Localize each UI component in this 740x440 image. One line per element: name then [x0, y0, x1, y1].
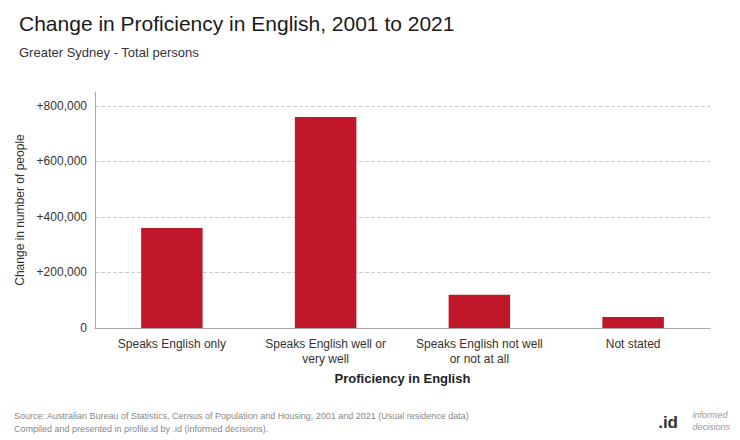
- svg-text:+200,000: +200,000: [37, 265, 88, 279]
- svg-text:Greater Sydney - Total persons: Greater Sydney - Total persons: [19, 45, 199, 60]
- svg-text:0: 0: [80, 321, 87, 335]
- svg-text:Change in Proficiency in Engli: Change in Proficiency in English, 2001 t…: [19, 12, 454, 35]
- svg-text:Source: Australian Bureau of S: Source: Australian Bureau of Statistics,…: [14, 411, 469, 421]
- svg-text:+600,000: +600,000: [37, 154, 88, 168]
- svg-text:decisions: decisions: [692, 422, 730, 432]
- svg-text:very well: very well: [302, 352, 349, 366]
- svg-text:Speaks English not well: Speaks English not well: [416, 337, 543, 351]
- svg-text:informed: informed: [692, 410, 728, 420]
- svg-text:Proficiency in English: Proficiency in English: [335, 371, 471, 386]
- svg-text:Change in number of people: Change in number of people: [13, 134, 27, 286]
- svg-text:Speaks English only: Speaks English only: [118, 337, 226, 351]
- svg-text:or not at all: or not at all: [450, 352, 509, 366]
- svg-text:+400,000: +400,000: [37, 210, 88, 224]
- svg-text:.id: .id: [658, 413, 678, 432]
- svg-text:Not stated: Not stated: [606, 337, 661, 351]
- svg-text:+800,000: +800,000: [37, 99, 88, 113]
- svg-text:Compiled and presented in prof: Compiled and presented in profile.id by …: [14, 424, 268, 434]
- svg-text:Speaks English well or: Speaks English well or: [265, 337, 386, 351]
